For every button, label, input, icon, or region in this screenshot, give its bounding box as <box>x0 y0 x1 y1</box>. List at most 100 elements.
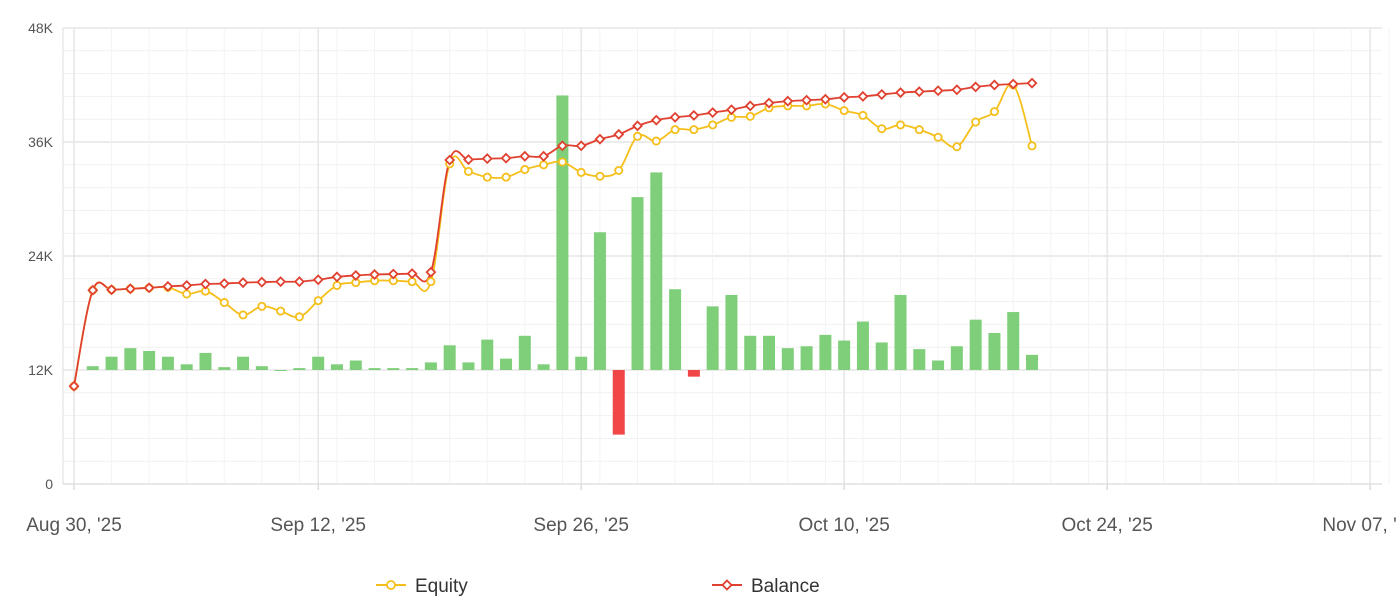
balance-point <box>688 109 700 121</box>
balance-point <box>538 150 550 162</box>
bar <box>744 335 757 370</box>
balance-point <box>951 84 963 96</box>
bar <box>161 356 174 370</box>
balance-point <box>725 104 737 116</box>
bar <box>387 368 400 370</box>
bar <box>932 360 945 370</box>
balance-point <box>237 277 249 289</box>
equity-point <box>463 166 473 176</box>
balance-point <box>819 93 831 105</box>
y-tick-label: 24K <box>28 248 54 264</box>
balance-point <box>106 284 118 296</box>
balance-point <box>838 91 850 103</box>
equity-point <box>520 165 530 175</box>
legend[interactable]: Equity Balance <box>376 576 820 597</box>
bar <box>650 172 663 370</box>
balance-point <box>406 268 418 280</box>
bar <box>612 370 625 435</box>
balance-point <box>462 154 474 166</box>
equity-point <box>238 310 248 320</box>
balance-point <box>275 276 287 288</box>
bar <box>312 356 325 370</box>
x-tick-label: Oct 10, '25 <box>799 515 890 536</box>
balance-point <box>124 283 136 295</box>
y-tick-label: 12K <box>28 362 54 378</box>
bar <box>199 352 212 370</box>
bar <box>218 367 231 370</box>
series-lines <box>73 82 1033 387</box>
equity-point <box>595 171 605 181</box>
balance-point <box>519 150 531 162</box>
bar <box>706 306 719 370</box>
equity-point <box>633 131 643 141</box>
bar <box>1007 312 1020 370</box>
balance-point <box>500 152 512 164</box>
grid <box>63 27 1390 485</box>
bar <box>875 342 888 370</box>
equity-point <box>614 165 624 175</box>
bar <box>1026 354 1039 370</box>
bar <box>537 364 550 370</box>
equity-point <box>933 132 943 142</box>
balance-point <box>801 94 813 106</box>
bar <box>406 368 419 370</box>
balance-point <box>895 87 906 99</box>
bar <box>180 364 193 370</box>
balance-point <box>425 266 437 278</box>
balance-point <box>444 154 456 166</box>
equity-point <box>858 110 868 120</box>
bar <box>293 368 306 370</box>
equity-point <box>839 106 849 116</box>
equity-point <box>313 296 323 306</box>
legend-item-balance[interactable]: Balance <box>712 576 820 597</box>
legend-item-equity[interactable]: Equity <box>376 576 468 597</box>
bar <box>237 356 250 370</box>
balance-point <box>556 140 568 152</box>
bar <box>518 335 531 370</box>
balance-point <box>970 81 982 93</box>
equity-point <box>482 172 492 182</box>
balance-point <box>143 282 155 294</box>
bar <box>443 345 456 370</box>
bar <box>800 346 813 370</box>
equity-point <box>1027 141 1037 151</box>
balance-point <box>669 111 681 123</box>
bar <box>349 360 362 370</box>
y-tick-label: 48K <box>28 20 54 36</box>
axes: 0 12K 24K 36K 48K Aug 30, '25 Sep 12, '25 Sep 2… <box>26 20 1396 536</box>
equity-point <box>539 160 549 170</box>
equity-point <box>651 136 661 146</box>
bar <box>988 332 1001 370</box>
balance-point <box>312 274 324 286</box>
balance-point <box>218 278 230 290</box>
bar <box>105 356 118 370</box>
balance-point <box>387 268 399 280</box>
balance-point <box>1007 78 1019 90</box>
balance-point <box>650 114 662 126</box>
equity-point <box>689 125 699 135</box>
balance-point <box>988 79 1000 91</box>
equity-point <box>426 277 436 287</box>
x-tick-label: Aug 30, '25 <box>26 515 122 536</box>
balance-point <box>181 279 193 291</box>
bar <box>143 351 156 370</box>
legend-circle-icon <box>386 580 396 590</box>
bars <box>86 95 1039 435</box>
equity-line <box>73 83 1033 387</box>
bar <box>124 348 137 370</box>
balance-point <box>632 120 644 132</box>
balance-point <box>575 140 587 152</box>
bar <box>725 294 738 370</box>
bar <box>556 95 569 370</box>
x-tick-label: Oct 24, '25 <box>1061 515 1152 536</box>
equity-point <box>708 120 718 130</box>
legend-diamond-icon <box>721 579 733 591</box>
balance-point <box>707 107 719 119</box>
bar <box>856 321 869 370</box>
equity-point <box>332 280 342 290</box>
balance-point <box>876 89 888 100</box>
series-markers <box>68 77 1038 392</box>
bar <box>86 366 99 370</box>
bar <box>838 340 851 370</box>
